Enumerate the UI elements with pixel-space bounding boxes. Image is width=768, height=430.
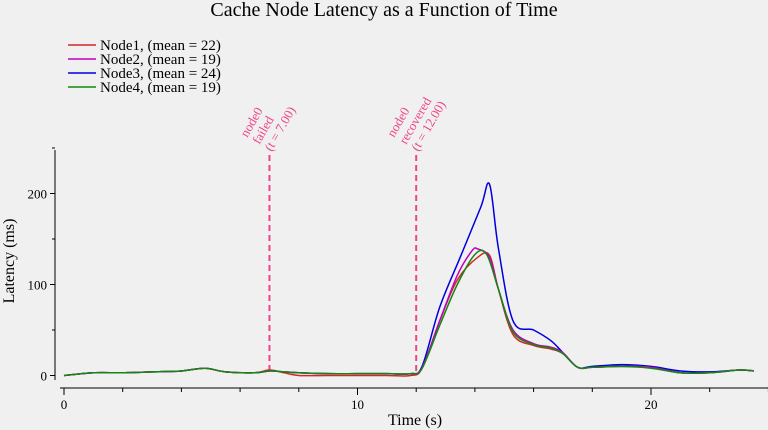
legend: Node1, (mean = 22)Node2, (mean = 19)Node… [68, 38, 221, 96]
y-ticks: 0 100 200 [28, 147, 55, 384]
y-tick-label: 100 [28, 278, 48, 293]
y-axis-label: Latency (ms) [1, 219, 18, 304]
legend-label: Node4, (mean = 19) [100, 80, 221, 96]
series-line-node2 [63, 247, 754, 377]
x-tick-label: 20 [645, 397, 658, 412]
series-line-node4 [63, 249, 754, 377]
x-tick-label: 10 [351, 397, 364, 412]
x-ticks: 0 10 20 [61, 388, 768, 412]
series-line-node3 [63, 182, 754, 377]
x-axis-label: Time (s) [388, 412, 442, 429]
y-tick-label: 200 [28, 187, 48, 202]
chart-title: Cache Node Latency as a Function of Time [210, 0, 557, 21]
legend-label: Node1, (mean = 22) [100, 38, 221, 54]
y-tick-label: 0 [41, 369, 48, 384]
series-lines [63, 182, 754, 377]
legend-label: Node3, (mean = 24) [100, 66, 221, 82]
series-line-node1 [63, 251, 754, 377]
legend-label: Node2, (mean = 19) [100, 52, 221, 68]
x-tick-label: 0 [61, 397, 68, 412]
